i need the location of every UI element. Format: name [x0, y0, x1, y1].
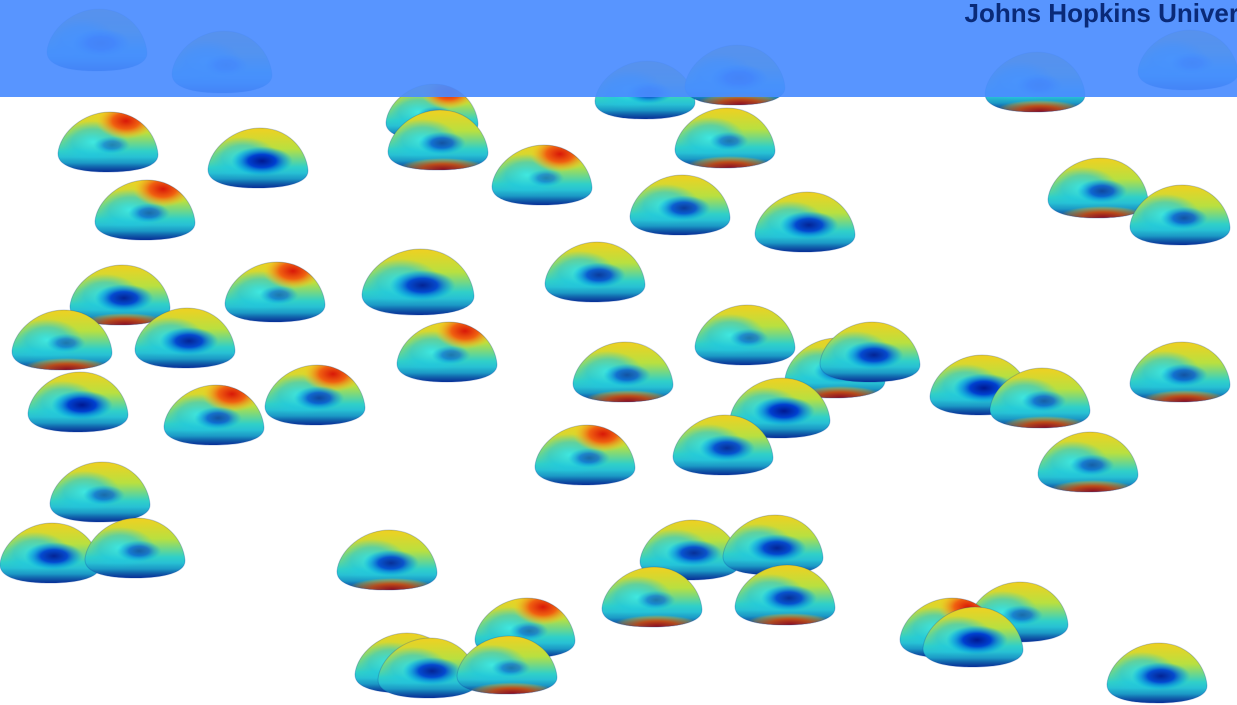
particle-blob [264, 364, 366, 426]
particle-blob [224, 261, 326, 323]
particle-blob [819, 321, 921, 383]
particle-blob [69, 264, 171, 326]
particle-blob [922, 606, 1024, 668]
particle-blob [729, 377, 831, 439]
particle-blob [49, 461, 151, 523]
particle-blob [674, 107, 776, 169]
particle-blob [396, 321, 498, 383]
particle-blob [989, 367, 1091, 429]
particle-blob [544, 241, 646, 303]
particle-blob [734, 564, 836, 626]
particle-blob [27, 371, 129, 433]
particle-blob [11, 309, 113, 371]
particle-blob [387, 109, 489, 171]
particle-blob [601, 566, 703, 628]
particle-blob [361, 248, 475, 316]
particle-blob [572, 341, 674, 403]
particle-blob [336, 529, 438, 591]
header-banner: Johns Hopkins Univer [0, 0, 1237, 97]
particle-blob [84, 517, 186, 579]
particle-blob [694, 304, 796, 366]
particle-blobs [0, 8, 1237, 704]
particle-blob [629, 174, 731, 236]
banner-title: Johns Hopkins Univer [964, 0, 1237, 28]
particle-blob [134, 307, 236, 369]
particle-blob [672, 414, 774, 476]
particle-blob [377, 637, 479, 699]
particle-blob [0, 522, 101, 584]
particle-blob [163, 384, 265, 446]
particle-blob [456, 635, 558, 695]
particle-blob [1037, 431, 1139, 493]
particle-blob [94, 179, 196, 241]
particle-blob [207, 127, 309, 189]
particle-blob [1106, 642, 1208, 704]
particle-blob [1047, 157, 1149, 219]
particle-blob [754, 191, 856, 253]
particle-blob [1129, 341, 1231, 403]
particle-blob [722, 514, 824, 576]
particle-blob [534, 424, 636, 486]
particle-blob [57, 111, 159, 173]
particle-blob [491, 144, 593, 206]
particle-blob [1129, 184, 1231, 246]
